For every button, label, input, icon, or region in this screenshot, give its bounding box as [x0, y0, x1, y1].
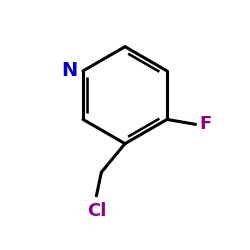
Text: F: F: [199, 116, 211, 134]
Text: N: N: [61, 62, 78, 80]
Text: Cl: Cl: [87, 202, 106, 220]
